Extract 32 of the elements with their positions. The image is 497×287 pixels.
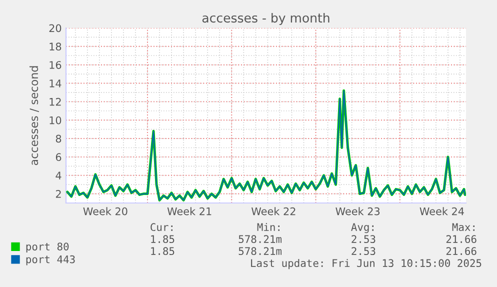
x-tick-label: Week 22	[251, 207, 296, 216]
y-tick-label: 16	[50, 61, 62, 69]
y-tick-label: 10	[50, 116, 62, 124]
x-tick-label: Week 23	[336, 207, 380, 216]
y-tick-label: 8	[56, 134, 62, 143]
x-tick-label: Week 24	[420, 207, 464, 216]
y-tick-label: 20	[49, 24, 62, 32]
text: 21.66	[446, 247, 476, 256]
y-tick-label: 2	[56, 190, 61, 198]
y-tick-label: 12	[50, 98, 61, 106]
text: 21.66	[446, 235, 476, 244]
y-axis-title: accesses / second	[29, 66, 39, 166]
legend-label: port 443	[26, 255, 75, 266]
text: Last update: Fri Jun 13 10:15:00 2025	[251, 258, 482, 270]
text: 2.53	[352, 235, 376, 244]
text: Cur:	[150, 223, 172, 232]
text: 1.85	[151, 247, 174, 256]
x-tick-label: Week 21	[167, 207, 212, 216]
x-tick-label: Week 20	[83, 207, 128, 216]
text: 1.85	[151, 235, 174, 244]
y-tick-label: 14	[50, 80, 62, 88]
text: 2.53	[352, 247, 376, 256]
text: Avg:	[351, 223, 374, 234]
text: Min:	[257, 222, 280, 231]
text: 578.21m	[238, 247, 282, 256]
y-tick-label: 4	[56, 172, 62, 180]
text: Max:	[452, 223, 474, 232]
y-tick-label: 6	[56, 153, 62, 162]
text: 578.21m	[238, 235, 282, 244]
chart-title: accesses - by month	[202, 12, 330, 26]
y-tick-label: 18	[50, 42, 62, 51]
legend-label: port 80	[26, 242, 69, 253]
